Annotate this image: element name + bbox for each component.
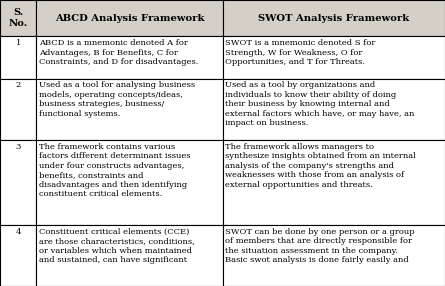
Text: SWOT Analysis Framework: SWOT Analysis Framework [258, 13, 409, 23]
Bar [0, 0, 36, 36]
Bar [36, 140, 222, 225]
Text: Constituent critical elements (CCE)
are those characteristics, conditions,
or va: Constituent critical elements (CCE) are … [39, 228, 194, 264]
Bar [222, 225, 445, 286]
Text: The framework contains various
factors different determinant issues
under four c: The framework contains various factors d… [39, 143, 190, 198]
Bar [222, 36, 445, 79]
Bar [0, 36, 36, 79]
Text: 1: 1 [16, 39, 21, 47]
Text: Used as a tool for analysing business
models, operating concepts/ideas,
business: Used as a tool for analysing business mo… [39, 82, 195, 118]
Text: SWOT is a mnemonic denoted S for
Strength, W for Weakness, O for
Opportunities, : SWOT is a mnemonic denoted S for Strengt… [225, 39, 375, 66]
Bar [0, 140, 36, 225]
Text: SWOT can be done by one person or a group
of members that are directly responsib: SWOT can be done by one person or a grou… [225, 228, 414, 264]
Text: 2: 2 [16, 82, 21, 90]
Bar [36, 0, 222, 36]
Bar [222, 79, 445, 140]
Bar [222, 140, 445, 225]
Bar [36, 225, 222, 286]
Bar [0, 225, 36, 286]
Text: Used as a tool by organizations and
individuals to know their ability of doing
t: Used as a tool by organizations and indi… [225, 82, 414, 128]
Bar [36, 36, 222, 79]
Text: 3: 3 [16, 143, 21, 151]
Bar [0, 79, 36, 140]
Bar [36, 79, 222, 140]
Text: 4: 4 [16, 228, 21, 236]
Text: S.
No.: S. No. [8, 8, 28, 28]
Text: ABCD Analysis Framework: ABCD Analysis Framework [55, 13, 204, 23]
Bar [222, 0, 445, 36]
Text: ABCD is a mnemonic denoted A for
Advantages, B for Benefits, C for
Constraints, : ABCD is a mnemonic denoted A for Advanta… [39, 39, 198, 66]
Text: The framework allows managers to
synthesize insights obtained from an internal
a: The framework allows managers to synthes… [225, 143, 416, 189]
